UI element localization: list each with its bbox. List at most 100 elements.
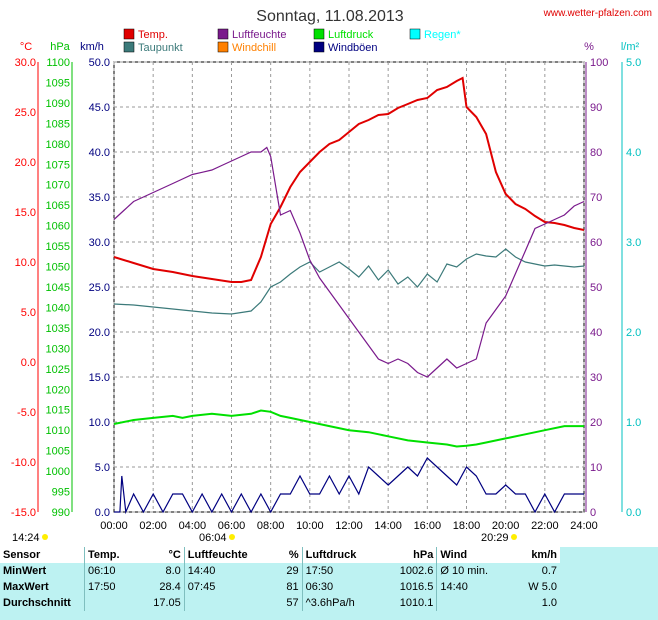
stats-header-pressure-unit: hPa [381,547,437,563]
kmh-tick-label: 45.0 [89,102,110,114]
sunset-time: 20:29 [481,532,509,544]
humidity-min-value: 29 [286,565,299,577]
celsius-tick-label: 25.0 [15,107,36,119]
x-tick-label: 04:00 [179,520,207,532]
x-tick-label: 06:00 [218,520,246,532]
x-tick-label: 20:00 [492,520,520,532]
x-tick-label: 10:00 [296,520,324,532]
hpa-tick-label: 1065 [46,200,70,212]
series-line-temp [113,76,585,283]
hpa-tick-label: 995 [52,487,70,499]
legend-swatch [313,28,325,40]
wind-max-value: W 5.0 [528,581,557,593]
kmh-tick-label: 15.0 [89,372,110,384]
percent-tick-label: 100 [590,57,608,69]
hpa-tick-label: 1000 [46,466,70,478]
celsius-tick-label: 5.0 [21,307,36,319]
pressure-min-value: 1002.6 [399,565,434,577]
legend-label: Luftfeuchte [232,29,286,41]
hpa-tick-label: 1080 [46,139,70,151]
stats-row-min: MinWert 06:10 8.0 14:40 29 17:50 1002.6 … [0,563,560,579]
celsius-tick-label: -15.0 [11,507,36,519]
percent-tick-label: 90 [590,102,602,114]
stats-header-wind: Wind [436,547,512,563]
legend-label: Windböen [328,42,378,54]
moon-icon [42,534,48,540]
temp-avg-time [84,595,138,611]
wind-avg-day-value: 1.0 [541,597,557,609]
hpa-tick-label: 1025 [46,364,70,376]
legend-swatch [123,28,135,40]
percent-tick-label: 20 [590,417,602,429]
rain-unit-label: l/m² [621,41,640,53]
stats-header-wind-unit: km/h [511,547,560,563]
celsius-tick-label: 10.0 [15,257,36,269]
wind-max-time: 14:40 [436,579,512,595]
hpa-tick-label: 1020 [46,384,70,396]
kmh-tick-label: 40.0 [89,147,110,159]
celsius-tick-label: -5.0 [17,407,36,419]
percent-tick-label: 70 [590,192,602,204]
kmh-tick-label: 0.0 [95,507,110,519]
stats-header-row: Sensor Temp. °C Luftfeuchte % Luftdruck … [0,547,560,563]
legend-label: Taupunkt [138,42,183,54]
rain-tick-label: 0.0 [626,507,641,519]
wind-avg-label: Ø 10 min. [436,563,512,579]
legend-swatch [409,28,421,40]
series-line-luftdruck [113,409,584,448]
hpa-tick-label: 1100 [46,57,70,69]
rain-tick-label: 3.0 [626,237,641,249]
humidity-min-time: 14:40 [183,563,277,579]
x-tick-label: 24:00 [570,520,598,532]
stats-label: MinWert [3,565,47,577]
hpa-tick-label: 1045 [46,282,70,294]
stats-table: Sensor Temp. °C Luftfeuchte % Luftdruck … [0,547,658,620]
series-line-windböen [114,457,584,515]
kmh-tick-label: 50.0 [89,57,110,69]
chart-title: Sonntag, 11.08.2013 [256,8,403,25]
hpa-tick-label: 1060 [46,221,70,233]
kmh-tick-label: 25.0 [89,282,110,294]
kmh-tick-label: 5.0 [95,462,110,474]
temp-max-time: 17:50 [84,579,138,595]
legend-label: Windchill [232,42,276,54]
celsius-tick-label: 0.0 [21,357,36,369]
pressure-max-value: 1016.5 [399,581,434,593]
hpa-tick-label: 990 [52,507,70,519]
hpa-tick-label: 1005 [46,446,70,458]
x-tick-label: 14:00 [374,520,402,532]
legend-swatch [313,41,325,53]
sunset-icon [511,534,517,540]
site-link[interactable]: www.wetter-pfalzen.com [543,8,652,19]
hpa-tick-label: 1030 [46,343,70,355]
hpa-tick-label: 1035 [46,323,70,335]
percent-tick-label: 50 [590,282,602,294]
legend-label: Luftdruck [328,29,374,41]
percent-tick-label: 80 [590,147,602,159]
x-tick-label: 02:00 [139,520,167,532]
stats-row-max: MaxWert 17:50 28.4 07:45 81 06:30 1016.5… [0,579,560,595]
temp-min-time: 06:10 [84,563,138,579]
humidity-max-time: 07:45 [183,579,277,595]
kmh-tick-label: 20.0 [89,327,110,339]
rain-tick-label: 4.0 [626,147,641,159]
stats-header-temp: Temp. [84,547,138,563]
pressure-min-time: 17:50 [301,563,382,579]
x-tick-label: 16:00 [414,520,442,532]
legend-swatch [217,41,229,53]
series-line-luftfeuchte [113,146,585,378]
kmh-tick-label: 10.0 [89,417,110,429]
percent-tick-label: 0 [590,507,596,519]
percent-tick-label: 40 [590,327,602,339]
series-line-taupunkt [113,248,585,315]
stats-label: MaxWert [3,581,49,593]
moonrise-time: 14:24 [12,532,40,544]
stats-row-avg: Durchschnitt 17.05 57 ^3.6hPa/h 1010.1 1… [0,595,560,611]
hpa-tick-label: 1040 [46,302,70,314]
stats-header-sensor: Sensor [0,547,85,563]
hpa-tick-label: 1015 [46,405,70,417]
temp-max-value: 28.4 [159,581,181,593]
percent-unit-label: % [584,41,594,53]
stats-header-temp-unit: °C [137,547,185,563]
pressure-max-time: 06:30 [301,579,382,595]
